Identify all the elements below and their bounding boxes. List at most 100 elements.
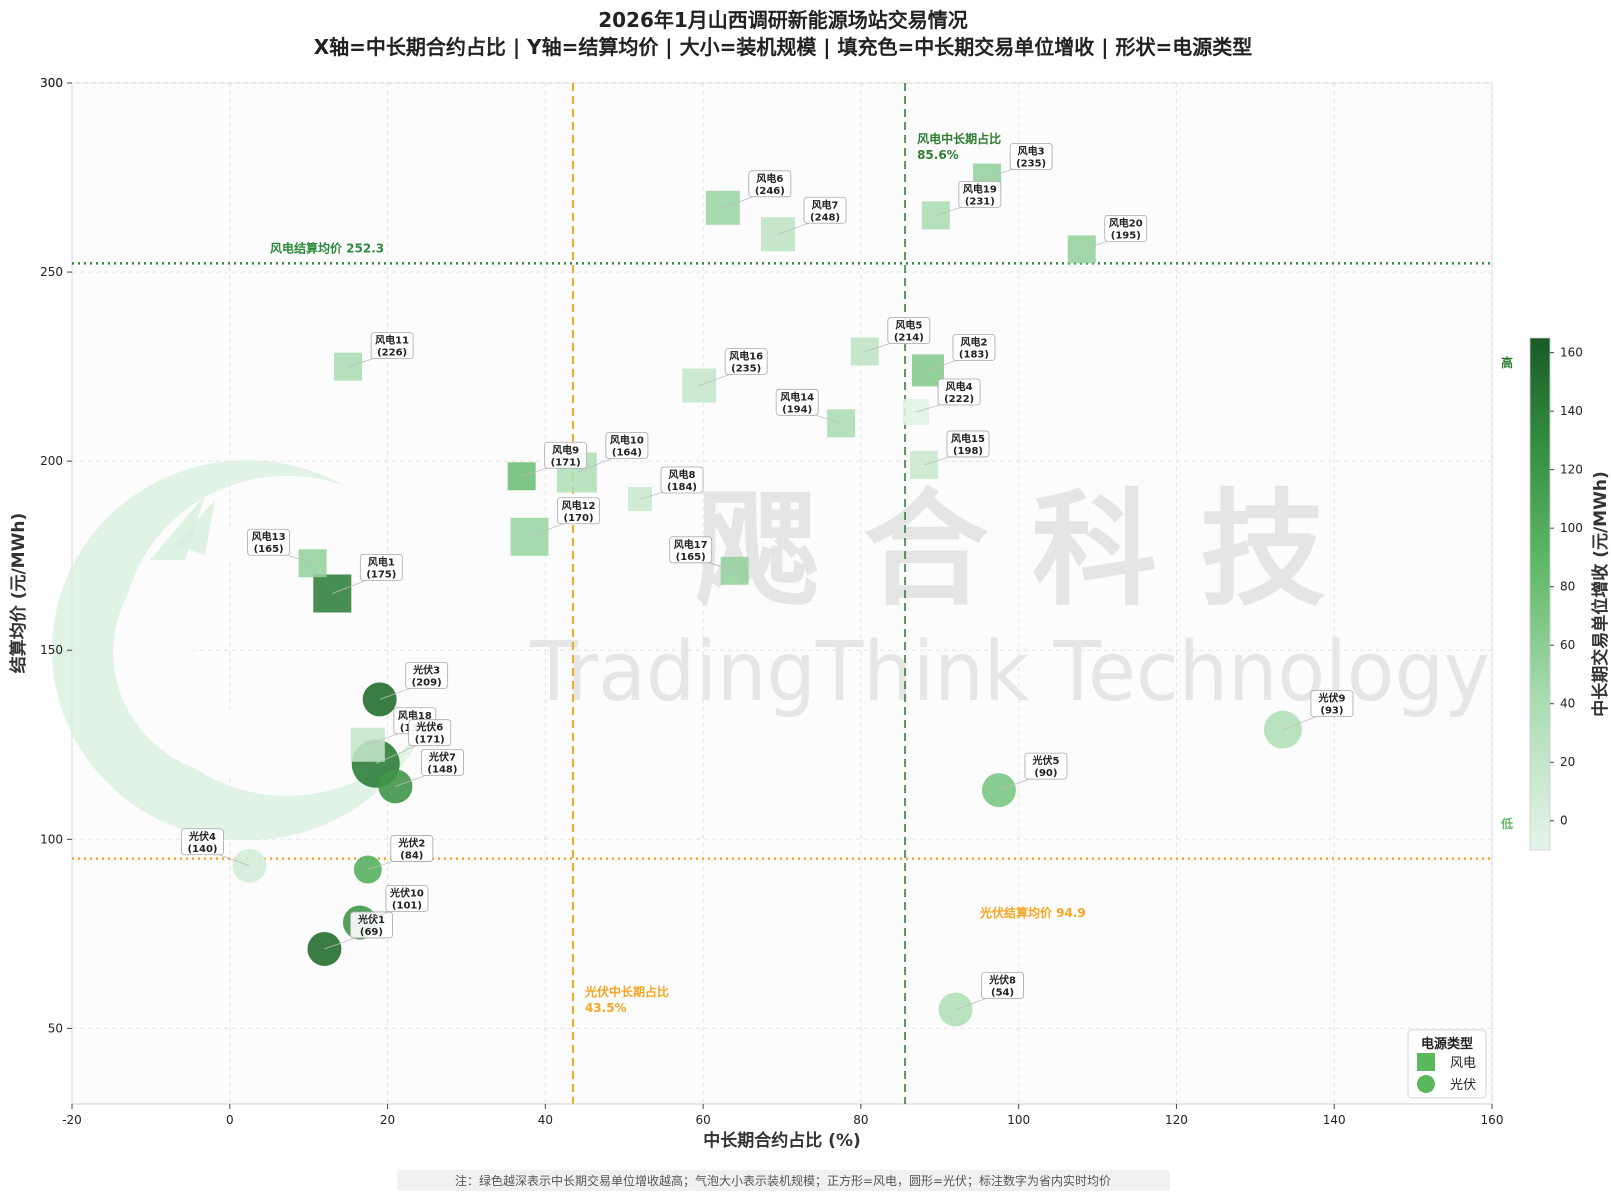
point-label: 风电3(235) — [1009, 143, 1053, 170]
point-label-price: (101) — [392, 900, 422, 911]
colorbar-low-label: 低 — [1500, 816, 1513, 831]
point-label-price: (171) — [415, 735, 445, 746]
y-tick-label: 250 — [40, 265, 63, 279]
point-label-name: 风电18 — [398, 709, 432, 722]
point-label-box — [887, 317, 931, 344]
point-label-box — [1009, 143, 1053, 170]
y-tick-label: 100 — [40, 832, 63, 846]
chart-subtitle: X轴=中长期合约占比 | Y轴=结算均价 | 大小=装机规模 | 填充色=中长期… — [314, 35, 1253, 59]
legend-wind-label: 风电 — [1450, 1056, 1476, 1071]
point-label-box — [748, 170, 792, 198]
point-label: 风电13(165) — [247, 528, 291, 556]
point-label: 风电4(222) — [937, 378, 981, 406]
point-label: 风电11(226) — [370, 332, 414, 360]
legend-pv-label: 光伏 — [1450, 1078, 1476, 1093]
point-label-box — [958, 180, 1002, 208]
point-label-price: (214) — [894, 332, 924, 343]
point-label: 光伏3(209) — [405, 661, 449, 689]
point-label-name: 光伏3 — [412, 663, 440, 676]
colorbar-tick-label: 120 — [1560, 463, 1583, 477]
point-label-name: 光伏5 — [1031, 754, 1059, 767]
data-points: 风电1(175)风电2(183)风电3(235)风电4(222)风电5(214)… — [181, 143, 1354, 1027]
point-label-name: 风电11 — [375, 334, 409, 347]
point-label-box — [952, 333, 996, 361]
point-label-box — [981, 972, 1024, 999]
point-label-name: 光伏4 — [188, 830, 216, 843]
colorbar-high-label: 高 — [1501, 355, 1513, 370]
point-label: 光伏6(171) — [408, 719, 452, 747]
point-label-box — [937, 378, 981, 406]
colorbar: 0 20 40 60 80 100 120 140 160 中长期交易单位增收 (元/MWh) 高低 — [1500, 337, 1611, 851]
point-label-price: (165) — [254, 544, 284, 555]
colorbar-tick-label: 100 — [1560, 521, 1583, 535]
point-label-name: 风电9 — [552, 443, 579, 456]
point-label-name: 风电10 — [610, 433, 644, 446]
point-label-price: (164) — [612, 447, 642, 458]
pv-price-annotation: 光伏结算均价 94.9 — [979, 905, 1086, 920]
point-label-box — [605, 432, 649, 459]
point-label-price: (235) — [731, 364, 761, 375]
watermark-cn-text: 飔 合 科 技 — [695, 478, 1326, 623]
point-label-name: 风电5 — [895, 318, 922, 331]
footnote-box — [397, 1170, 1170, 1191]
x-tick-label: 0 — [226, 1113, 234, 1127]
wind-ratio-annotation: 风电中长期占比 — [917, 131, 1001, 146]
colorbar-label: 中长期交易单位增收 (元/MWh) — [1590, 471, 1611, 716]
point-label-name: 光伏6 — [415, 721, 443, 734]
point-label-name: 风电8 — [669, 468, 696, 481]
point-label-price: (175) — [366, 570, 396, 581]
point-label-name: 光伏7 — [428, 750, 456, 763]
point-label-name: 风电3 — [1018, 145, 1045, 158]
point-label: 风电2(183) — [952, 333, 996, 361]
y-axis-label: 结算均价 (元/MWh) — [8, 513, 29, 673]
legend-wind-icon — [1417, 1053, 1435, 1071]
point-label-price: (222) — [944, 394, 974, 405]
colorbar-tick-label: 140 — [1560, 404, 1583, 418]
chart-title: 2026年1月山西调研新能源场站交易情况 — [598, 8, 968, 32]
x-tick-label: 140 — [1323, 1113, 1346, 1127]
point-label-name: 风电13 — [252, 530, 286, 543]
point-label: 风电7(248) — [803, 196, 847, 224]
reference-lines: 风电结算均价 252.3 光伏结算均价 94.9 风电中长期占比 85.6% 光伏中长期… — [72, 83, 1492, 1104]
colorbar-tick-label: 160 — [1560, 346, 1583, 360]
point-label-box — [660, 466, 704, 494]
point-label-name: 风电12 — [562, 499, 596, 512]
point-label: 风电10(164) — [605, 432, 649, 459]
point-label: 光伏7(148) — [421, 748, 464, 776]
point-label-box — [946, 430, 990, 458]
point-label: 光伏10(101) — [385, 885, 429, 912]
point-label: 风电8(184) — [660, 466, 704, 494]
point-label: 光伏8(54) — [981, 972, 1024, 999]
point-label: 风电12(170) — [557, 497, 600, 525]
point-label-price: (226) — [377, 348, 407, 359]
point-label-box — [247, 528, 291, 556]
point-label: 风电16(235) — [724, 348, 768, 375]
plot-area — [71, 82, 1493, 1105]
point-label-price: (195) — [1111, 230, 1141, 241]
colorbar-gradient — [1529, 337, 1551, 851]
point-label-box — [181, 828, 224, 856]
point-label-price: (90) — [1034, 768, 1057, 779]
point-label: 风电17(165) — [669, 536, 713, 564]
point-label-price: (84) — [400, 851, 423, 862]
point-label-name: 光伏8 — [988, 973, 1016, 986]
point-label-box — [1104, 214, 1148, 242]
point-label-box — [359, 554, 403, 581]
point-label-price: (235) — [1016, 159, 1046, 170]
x-tick-label: 60 — [695, 1113, 710, 1127]
x-tick-label: 120 — [1165, 1113, 1188, 1127]
point-label-box — [405, 661, 449, 689]
point-label-price: (69) — [360, 927, 383, 938]
point-label-name: 风电16 — [729, 350, 763, 363]
y-tick-label: 300 — [40, 76, 63, 90]
point-label-name: 风电14 — [780, 390, 814, 403]
point-label: 风电1(175) — [359, 554, 403, 581]
point-label-box — [1024, 752, 1068, 780]
point-label-price: (171) — [551, 457, 581, 468]
x-tick-label: 20 — [380, 1113, 395, 1127]
point-label-price: (165) — [676, 552, 706, 563]
colorbar-tick-label: 20 — [1560, 755, 1575, 769]
point-label: 风电14(194) — [775, 388, 819, 416]
point-label-name: 光伏10 — [389, 886, 424, 899]
